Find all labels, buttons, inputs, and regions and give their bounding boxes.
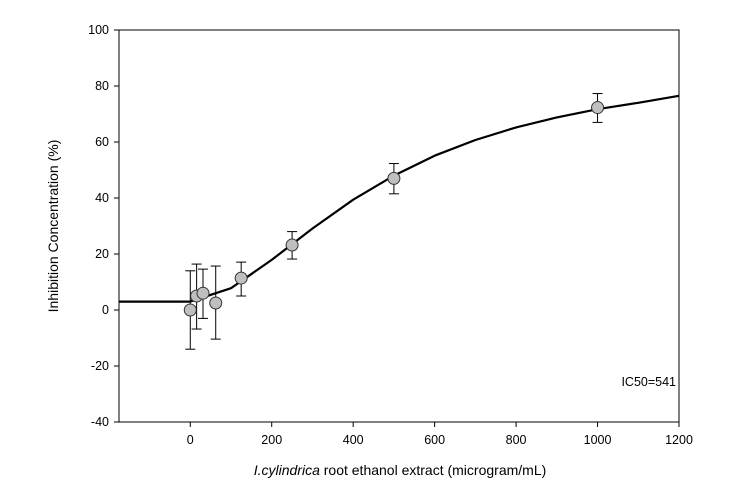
data-point xyxy=(234,271,248,285)
x-tick-label: 1200 xyxy=(665,433,693,447)
y-tick-label: 0 xyxy=(102,303,109,317)
plot-frame xyxy=(118,29,680,423)
x-axis-label-rest: root ethanol extract (microgram/mL) xyxy=(320,462,546,478)
x-axis-label: I.cylindrica root ethanol extract (micro… xyxy=(254,462,547,478)
x-tick-label: 0 xyxy=(187,433,194,447)
y-tick-label: 40 xyxy=(95,191,109,205)
y-tick-label: 100 xyxy=(88,23,109,37)
data-point xyxy=(387,171,401,185)
data-point xyxy=(196,286,210,300)
y-axis-label: Inhibition Concentration (%) xyxy=(45,140,61,313)
data-point xyxy=(209,296,223,310)
y-tick-label: -20 xyxy=(91,359,109,373)
y-tick-label: 80 xyxy=(95,79,109,93)
x-axis-label-italic: I.cylindrica xyxy=(254,462,320,478)
annotation-ic50: IC50=541 xyxy=(621,375,676,389)
x-tick-label: 400 xyxy=(343,433,364,447)
y-tick-label: 60 xyxy=(95,135,109,149)
x-tick-label: 1000 xyxy=(584,433,612,447)
data-point xyxy=(285,238,299,252)
x-tick-label: 600 xyxy=(424,433,445,447)
data-point xyxy=(183,303,197,317)
y-tick-label: -40 xyxy=(91,415,109,429)
y-tick-label: 20 xyxy=(95,247,109,261)
x-tick-label: 200 xyxy=(261,433,282,447)
data-point xyxy=(591,101,605,115)
x-tick-label: 800 xyxy=(506,433,527,447)
